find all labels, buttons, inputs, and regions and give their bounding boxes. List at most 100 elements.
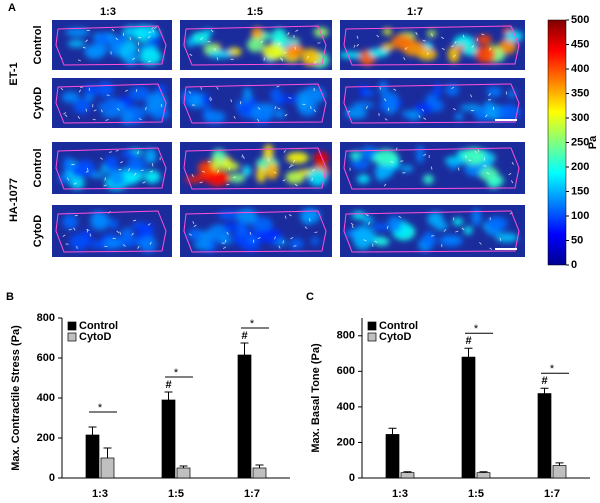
traction-arrow [390, 161, 394, 163]
traction-arrow [400, 160, 404, 162]
legend-label: Control [379, 320, 418, 332]
heat-blob [262, 43, 285, 60]
traction-arrow [313, 109, 316, 113]
traction-arrow [415, 32, 418, 35]
y-tick-label: 0 [349, 472, 355, 484]
heat-blob [301, 86, 326, 104]
heatmap-image [52, 20, 172, 70]
heat-blob [211, 156, 221, 171]
traction-arrow [216, 86, 219, 90]
traction-arrow [135, 88, 138, 92]
heatmap-image [180, 78, 332, 128]
x-tick-label: 1:5 [168, 488, 184, 500]
traction-arrow [423, 153, 427, 157]
heatmap-image [340, 142, 525, 194]
traction-arrow [147, 223, 151, 226]
heatmap-blobs [180, 86, 326, 125]
star-annotation: * [474, 323, 479, 335]
heat-blob [378, 81, 388, 96]
traction-arrow [508, 172, 512, 176]
traction-arrow [284, 113, 288, 117]
traction-arrow [290, 164, 294, 166]
heat-blob [279, 95, 300, 103]
traction-arrow [73, 227, 76, 231]
traction-arrow [368, 221, 370, 225]
traction-arrow [152, 29, 155, 33]
bar [176, 467, 191, 479]
heat-blob [485, 216, 508, 232]
traction-arrow [116, 230, 120, 234]
heat-blob [414, 102, 433, 114]
traction-arrow [160, 104, 163, 108]
traction-arrow [479, 241, 482, 245]
error-bar [540, 387, 549, 394]
traction-arrow [76, 245, 78, 249]
heat-blob [285, 170, 305, 184]
traction-arrow [153, 26, 157, 30]
panel-label: B [6, 291, 14, 303]
traction-arrow [418, 115, 421, 119]
traction-arrow [477, 149, 480, 153]
traction-arrow [201, 170, 206, 173]
traction-arrow [249, 231, 252, 236]
traction-arrow [85, 170, 89, 173]
traction-arrow [118, 168, 122, 171]
bar [552, 465, 567, 479]
traction-arrow [511, 180, 514, 184]
traction-arrow [147, 35, 151, 39]
traction-arrow [454, 41, 457, 44]
traction-arrow [374, 240, 378, 243]
traction-arrow [350, 222, 354, 226]
traction-arrow [188, 91, 192, 94]
heat-blob [193, 240, 212, 251]
traction-arrow [489, 47, 492, 51]
heat-blob [452, 217, 464, 226]
heat-blob [247, 235, 257, 244]
traction-arrow [383, 183, 387, 187]
y-tick-label: 800 [37, 312, 55, 324]
heat-blob [144, 148, 157, 164]
heat-blob [186, 37, 196, 47]
heat-blob [433, 83, 442, 99]
traction-arrow [149, 241, 152, 245]
heat-blob [108, 168, 125, 187]
bar [461, 356, 476, 479]
x-tick-label: 1:5 [468, 488, 484, 500]
cell-outline [55, 83, 167, 124]
traction-arrow [452, 107, 456, 111]
row-label: Control [32, 148, 44, 187]
heat-blob [203, 110, 226, 124]
heatmap-blobs [61, 81, 170, 125]
traction-arrow [104, 177, 106, 181]
traction-arrow [152, 163, 154, 167]
traction-arrow [131, 232, 134, 236]
heat-blob [362, 89, 375, 97]
traction-arrow [129, 36, 131, 41]
heat-blob [447, 45, 460, 63]
heat-blob [98, 102, 107, 112]
cell-outline [55, 25, 167, 66]
traction-arrow [306, 55, 309, 59]
column-header: 1:3 [100, 6, 116, 18]
heat-blob [263, 144, 274, 161]
colorbar-tick-label: 250 [571, 136, 589, 148]
bar [85, 434, 100, 479]
hash-annotation: # [241, 330, 247, 342]
traction-arrow [451, 86, 455, 89]
star-annotation: * [174, 367, 179, 379]
traction-arrow [85, 108, 87, 112]
traction-arrow [217, 169, 220, 173]
error-bar [479, 471, 488, 473]
traction-arrow [422, 40, 426, 42]
traction-arrow [241, 154, 244, 158]
heat-blob [242, 165, 251, 177]
traction-arrow [485, 114, 488, 118]
heat-blob [345, 107, 368, 119]
legend-swatch [67, 321, 77, 331]
y-tick-label: 600 [337, 365, 355, 377]
heat-blob [416, 145, 425, 164]
traction-arrow [192, 221, 195, 225]
traction-arrow [288, 214, 292, 217]
error-bar [240, 342, 249, 355]
traction-arrow [310, 105, 312, 110]
